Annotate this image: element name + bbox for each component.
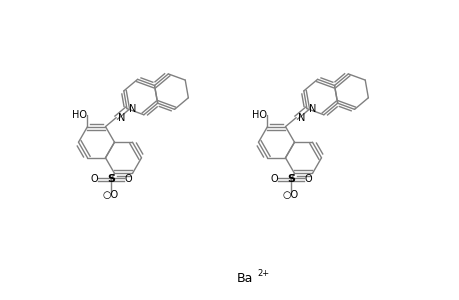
Text: N: N (118, 112, 125, 123)
Text: N: N (129, 103, 136, 114)
Text: HO: HO (252, 110, 267, 120)
Text: S: S (286, 174, 294, 184)
Text: 2+: 2+ (257, 269, 269, 278)
Text: ○O: ○O (282, 190, 298, 200)
Text: Ba: Ba (236, 272, 252, 284)
Text: O: O (90, 174, 98, 184)
Text: O: O (124, 174, 132, 184)
Text: O: O (303, 174, 311, 184)
Text: S: S (107, 174, 115, 184)
Text: ○O: ○O (103, 190, 119, 200)
Text: N: N (297, 112, 305, 123)
Text: O: O (269, 174, 277, 184)
Text: N: N (308, 103, 316, 114)
Text: HO: HO (73, 110, 87, 120)
